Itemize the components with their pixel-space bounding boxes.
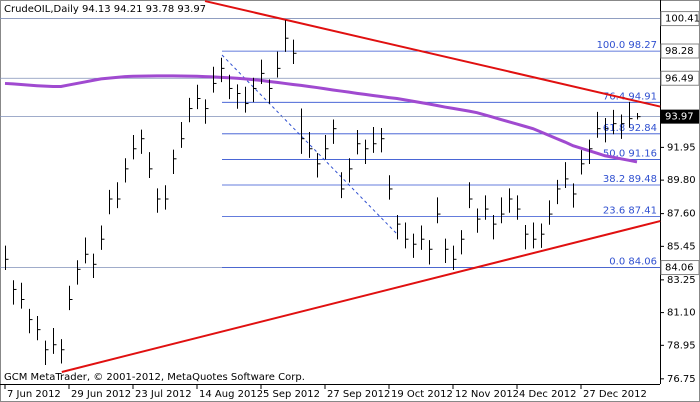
y-tick-label: 91.95: [667, 142, 696, 153]
last-price-label: 93.97: [665, 112, 694, 123]
x-tick-label: 19 Oct 2012: [391, 389, 453, 400]
y-tick-label: 81.10: [667, 308, 696, 319]
x-tick-label: 4 Dec 2012: [519, 389, 577, 400]
fib-label: 23.6 87.41: [603, 206, 657, 217]
x-tick-label: 27 Dec 2012: [583, 389, 647, 400]
price-label-box: [660, 43, 700, 59]
trendline: [204, 0, 661, 108]
x-tick-label: 7 Jun 2012: [7, 389, 61, 400]
last-price-box: [661, 109, 699, 124]
y-tick-label: 85.45: [667, 241, 696, 252]
trendline: [61, 220, 661, 373]
y-tick-label: 76.75: [667, 374, 696, 385]
fib-label: 76.4 94.91: [603, 91, 657, 102]
x-tick-label: 27 Sep 2012: [327, 389, 390, 400]
price-label: 96.49: [665, 73, 694, 84]
x-tick-label: 29 Jun 2012: [71, 389, 131, 400]
moving-average: [4, 74, 638, 164]
price-label: 100.41: [665, 14, 700, 25]
price-label-box: [660, 260, 700, 276]
x-tick-label: 23 Jul 2012: [135, 389, 192, 400]
x-tick-label: 14 Aug 2012: [199, 389, 263, 400]
ohlc-header: 94.13 94.21 93.78 93.97: [82, 4, 206, 15]
fib-label: 38.2 89.48: [603, 174, 657, 185]
y-tick-label: 78.95: [667, 340, 696, 351]
x-tick-label: 5 Sep 2012: [263, 389, 320, 400]
fib-label: 50.0 91.16: [603, 148, 657, 159]
y-tick-label: 87.60: [667, 209, 696, 220]
fib-label: 0.0 84.06: [609, 257, 657, 268]
price-label-box: [660, 11, 700, 27]
x-tick-label: 12 Nov 2012: [455, 389, 519, 400]
price-label-box: [660, 70, 700, 86]
y-tick-label: 89.80: [667, 175, 696, 186]
price-label: 98.28: [665, 46, 694, 57]
fib-label: 61.8 92.84: [603, 123, 657, 134]
chart-title: CrudeOIL,Daily: [4, 4, 79, 15]
fib-label: 100.0 98.27: [597, 40, 657, 51]
price-label: 84.06: [665, 263, 694, 274]
footer: GCM MetaTrader, © 2001-2012, MetaQuotes …: [4, 372, 305, 383]
y-tick-label: 83.25: [667, 275, 696, 286]
